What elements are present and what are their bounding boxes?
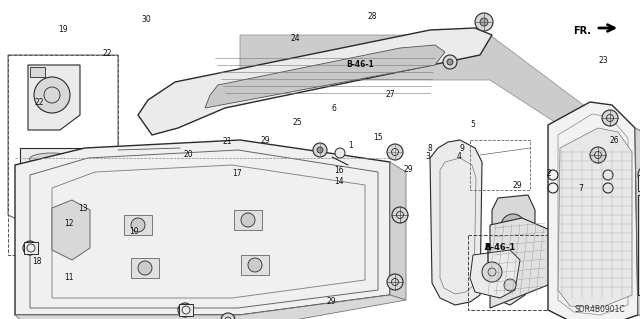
Text: 28: 28: [368, 12, 377, 21]
Bar: [24, 242, 38, 254]
Circle shape: [221, 313, 235, 319]
Text: 6: 6: [332, 104, 337, 113]
Circle shape: [131, 218, 145, 232]
Bar: [241, 255, 269, 275]
Polygon shape: [240, 35, 590, 145]
Text: 27: 27: [385, 90, 396, 99]
Polygon shape: [138, 28, 492, 135]
Text: 29: 29: [260, 136, 271, 145]
Bar: [30, 67, 45, 77]
Text: 15: 15: [372, 133, 383, 142]
Polygon shape: [488, 260, 530, 305]
Circle shape: [313, 143, 327, 157]
Circle shape: [590, 147, 606, 163]
Circle shape: [498, 270, 518, 290]
Text: 7: 7: [579, 184, 584, 193]
Text: 21: 21: [223, 137, 232, 146]
Polygon shape: [548, 102, 638, 319]
Text: 13: 13: [78, 204, 88, 213]
Text: 29: 29: [512, 181, 522, 189]
Text: 8: 8: [428, 144, 433, 153]
Circle shape: [501, 214, 525, 238]
Bar: [124, 215, 152, 235]
Text: 29: 29: [326, 297, 337, 306]
Text: SDR4B0901C: SDR4B0901C: [575, 306, 625, 315]
Polygon shape: [638, 195, 640, 295]
Text: 29: 29: [403, 165, 413, 174]
Circle shape: [317, 147, 323, 153]
Circle shape: [138, 261, 152, 275]
Polygon shape: [470, 250, 520, 298]
Polygon shape: [15, 140, 390, 315]
Text: 10: 10: [129, 227, 140, 236]
Text: 20: 20: [184, 150, 194, 159]
Circle shape: [475, 13, 493, 31]
Bar: [8, 55, 118, 255]
Text: 18: 18: [33, 257, 42, 266]
Circle shape: [638, 165, 640, 185]
Bar: [20, 148, 85, 170]
Polygon shape: [15, 295, 406, 319]
Text: 22: 22: [35, 98, 44, 107]
Text: FR.: FR.: [573, 26, 591, 36]
Polygon shape: [492, 195, 535, 258]
Circle shape: [504, 279, 516, 291]
Circle shape: [34, 189, 66, 221]
Circle shape: [241, 213, 255, 227]
Text: B-46-1: B-46-1: [484, 243, 516, 253]
Polygon shape: [18, 178, 85, 240]
Text: 4: 4: [457, 152, 462, 161]
Text: 12: 12: [65, 219, 74, 228]
Bar: [234, 210, 262, 230]
Bar: [468, 235, 578, 310]
Text: 9: 9: [460, 144, 465, 153]
Text: 5: 5: [470, 120, 475, 129]
Polygon shape: [52, 200, 90, 260]
Text: 22: 22: [103, 49, 112, 58]
Circle shape: [387, 274, 403, 290]
Circle shape: [335, 148, 345, 158]
Circle shape: [387, 144, 403, 160]
Text: 25: 25: [292, 118, 303, 127]
Bar: [179, 304, 193, 316]
Circle shape: [482, 262, 502, 282]
Text: 26: 26: [609, 136, 620, 145]
Bar: [470, 140, 530, 190]
Text: 24: 24: [291, 34, 301, 43]
Circle shape: [602, 110, 618, 126]
Text: 19: 19: [58, 25, 68, 34]
Text: 14: 14: [334, 177, 344, 186]
Bar: [131, 258, 159, 278]
Polygon shape: [28, 65, 80, 130]
Text: 30: 30: [141, 15, 151, 24]
Circle shape: [392, 207, 408, 223]
Polygon shape: [205, 45, 445, 108]
Text: 23: 23: [598, 56, 608, 65]
Text: 17: 17: [232, 169, 242, 178]
Text: 11: 11: [65, 273, 74, 282]
Text: 3: 3: [425, 152, 430, 161]
Circle shape: [480, 18, 488, 26]
Circle shape: [447, 59, 453, 65]
Polygon shape: [490, 218, 560, 308]
Ellipse shape: [29, 153, 74, 165]
Polygon shape: [390, 162, 406, 300]
Text: 2: 2: [547, 169, 552, 178]
Text: 16: 16: [334, 166, 344, 175]
Polygon shape: [430, 140, 482, 305]
Circle shape: [248, 258, 262, 272]
Text: B-46-1: B-46-1: [346, 60, 374, 69]
Circle shape: [443, 55, 457, 69]
Text: 1: 1: [348, 141, 353, 150]
Polygon shape: [558, 128, 632, 308]
Polygon shape: [635, 128, 640, 318]
Bar: [638, 175, 640, 191]
Circle shape: [34, 77, 70, 113]
